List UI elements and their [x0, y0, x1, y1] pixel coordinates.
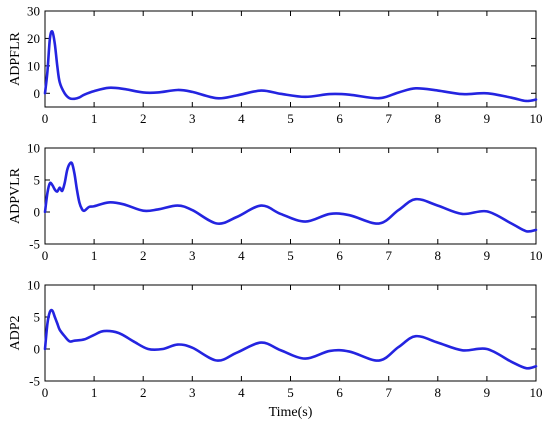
x-tick-label: 2: [140, 248, 147, 263]
x-tick-label: 6: [336, 111, 343, 126]
y-tick-label: 0: [34, 342, 41, 357]
series-line: [43, 161, 538, 233]
x-tick-label: 3: [189, 385, 196, 400]
x-tick-label: 5: [287, 385, 294, 400]
y-tick-label: -5: [29, 374, 40, 389]
x-tick-label: 8: [435, 111, 442, 126]
y-tick-label: 30: [27, 4, 40, 19]
y-axis-label: ADP2: [8, 315, 23, 350]
x-axis-label: Time(s): [269, 405, 313, 420]
x-tick-label: 10: [530, 111, 543, 126]
x-tick-label: 6: [336, 248, 343, 263]
plot-frame: [44, 147, 537, 245]
x-tick-label: 9: [484, 248, 491, 263]
x-tick-label: 9: [484, 111, 491, 126]
x-tick-label: 3: [189, 248, 196, 263]
x-tick-label: 7: [385, 111, 392, 126]
x-tick-label: 6: [336, 385, 343, 400]
x-tick-label: 7: [385, 385, 392, 400]
subplot-1: 0 1 2 3 4 5 6 7 8 9 10 0 10 20 30 ADPFLR: [8, 4, 543, 127]
y-tick-label: 10: [27, 58, 40, 73]
y-axis-label: ADPVLR: [8, 167, 23, 224]
x-tick-label: 1: [91, 385, 98, 400]
x-tick-label: 4: [238, 248, 245, 263]
x-tick-label: 7: [385, 248, 392, 263]
x-tick-label: 2: [140, 111, 147, 126]
x-tick-label: 1: [91, 248, 98, 263]
x-tick-label: 9: [484, 385, 491, 400]
x-tick-label: 10: [530, 385, 543, 400]
y-tick-label: 10: [27, 278, 40, 293]
x-tick-label: 0: [42, 385, 49, 400]
x-tick-label: 4: [238, 111, 245, 126]
x-tick-label: 10: [530, 248, 543, 263]
x-tick-label: 4: [238, 385, 245, 400]
x-tick-label: 8: [435, 248, 442, 263]
x-tick-label: 5: [287, 111, 294, 126]
y-tick-label: -5: [29, 237, 40, 252]
y-tick-label: 0: [34, 205, 41, 220]
x-tick-label: 0: [42, 248, 49, 263]
y-tick-label: 20: [27, 31, 40, 46]
y-axis-label: ADPFLR: [8, 31, 23, 85]
x-tick-label: 2: [140, 385, 147, 400]
x-tick-label: 3: [189, 111, 196, 126]
y-tick-label: 5: [34, 173, 41, 188]
series-line: [43, 308, 538, 370]
plot-frame: [44, 10, 537, 108]
y-tick-label: 5: [34, 310, 41, 325]
y-tick-label: 10: [27, 141, 40, 156]
x-tick-label: 1: [91, 111, 98, 126]
y-tick-label: 0: [34, 86, 41, 101]
series-line: [43, 30, 538, 103]
x-tick-label: 8: [435, 385, 442, 400]
x-tick-label: 5: [287, 248, 294, 263]
x-tick-label: 0: [42, 111, 49, 126]
